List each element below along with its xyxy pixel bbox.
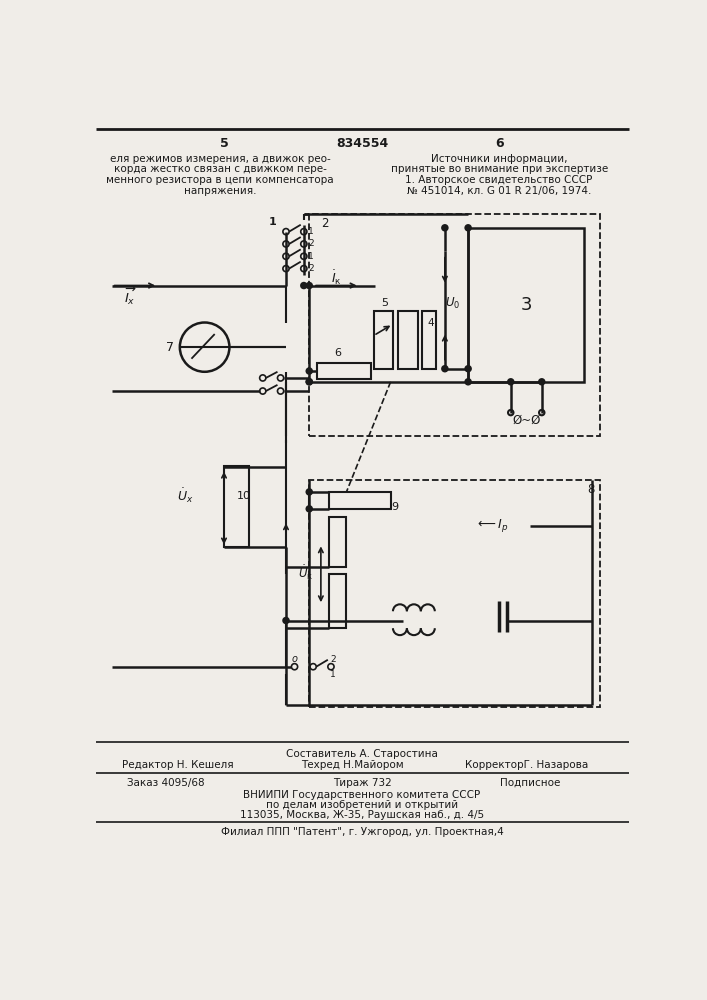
Text: 10: 10 (236, 491, 250, 501)
Circle shape (301, 283, 307, 288)
Bar (224, 466, 249, 547)
Circle shape (442, 366, 448, 371)
Text: 9: 9 (391, 502, 398, 512)
Text: № 451014, кл. G 01 R 21/06, 1974.: № 451014, кл. G 01 R 21/06, 1974. (407, 186, 591, 196)
Text: Источники информации,: Источники информации, (431, 153, 568, 163)
Text: 1: 1 (308, 227, 314, 236)
Text: 1: 1 (330, 670, 336, 679)
Text: Филиал ППП "Патент", г. Ужгород, ул. Проектная,4: Филиал ППП "Патент", г. Ужгород, ул. Про… (221, 827, 503, 837)
Bar (329, 517, 346, 567)
Circle shape (465, 379, 471, 384)
Text: корда жестко связан с движком пере-: корда жестко связан с движком пере- (114, 164, 327, 174)
Text: $\dot{U}_\text{к}$: $\dot{U}_\text{к}$ (298, 563, 313, 582)
Text: принятые во внимание при экспертизе: принятые во внимание при экспертизе (390, 164, 608, 174)
Circle shape (284, 618, 288, 623)
Text: Составитель А. Старостина: Составитель А. Старостина (286, 749, 438, 759)
Text: 2: 2 (308, 239, 314, 248)
Text: 8: 8 (587, 483, 595, 496)
Text: 1. Авторское свидетельство СССР: 1. Авторское свидетельство СССР (405, 175, 592, 185)
Text: напряжения.: напряжения. (184, 186, 257, 196)
Circle shape (508, 379, 513, 384)
Bar (309, 214, 600, 436)
Text: 2: 2 (308, 264, 314, 273)
Text: 6: 6 (495, 137, 503, 150)
Text: 834554: 834554 (336, 137, 388, 150)
Text: 5: 5 (220, 137, 228, 150)
Text: менного резистора в цепи компенсатора: менного резистора в цепи компенсатора (106, 175, 334, 185)
Bar (398, 311, 418, 369)
Circle shape (307, 283, 312, 288)
Text: $\overrightarrow{I_x}$: $\overrightarrow{I_x}$ (124, 284, 138, 307)
Circle shape (307, 379, 312, 384)
Text: Техред Н.Майором: Техред Н.Майором (300, 760, 403, 770)
Bar (468, 228, 585, 382)
Circle shape (307, 506, 312, 512)
Circle shape (307, 368, 312, 374)
Text: КорректорГ. Назарова: КорректорГ. Назарова (464, 760, 588, 770)
Text: по делам изобретений и открытий: по делам изобретений и открытий (266, 800, 458, 810)
Bar (373, 311, 393, 369)
Text: $\dot{I}_\text{к}$: $\dot{I}_\text{к}$ (331, 269, 341, 287)
Circle shape (442, 225, 448, 230)
Text: Редактор Н. Кешеля: Редактор Н. Кешеля (122, 760, 233, 770)
Text: $U_0$: $U_0$ (445, 296, 460, 311)
Circle shape (465, 225, 471, 230)
Text: 3: 3 (520, 296, 532, 314)
Text: еля режимов измерения, а движок рео-: еля режимов измерения, а движок рео- (110, 153, 330, 163)
Text: Заказ 4095/68: Заказ 4095/68 (127, 778, 205, 788)
Text: 1: 1 (308, 252, 314, 261)
Bar (421, 311, 436, 369)
Text: 113035, Москва, Ж-35, Раушская наб., д. 4/5: 113035, Москва, Ж-35, Раушская наб., д. … (240, 810, 484, 820)
Text: ВНИИПИ Государственного комитета СССР: ВНИИПИ Государственного комитета СССР (243, 790, 481, 800)
Text: 5: 5 (381, 298, 388, 308)
Bar (329, 492, 391, 509)
Text: Ø~Ø: Ø~Ø (512, 414, 540, 427)
Text: 4: 4 (428, 318, 434, 328)
Text: Подписное: Подписное (500, 778, 561, 788)
Bar (309, 480, 600, 707)
Circle shape (465, 366, 471, 371)
Text: Тираж 732: Тираж 732 (332, 778, 392, 788)
Circle shape (307, 379, 312, 384)
Circle shape (539, 379, 544, 384)
Text: 7: 7 (165, 341, 174, 354)
Text: 6: 6 (334, 348, 341, 358)
Text: 2: 2 (321, 217, 329, 230)
Text: 1: 1 (269, 217, 276, 227)
Circle shape (307, 489, 312, 495)
Text: $\dot{U}_x$: $\dot{U}_x$ (177, 486, 194, 505)
Text: 2: 2 (330, 654, 336, 664)
Bar (329, 574, 346, 628)
Text: $\mathit{o}$: $\mathit{o}$ (291, 654, 298, 664)
Bar (317, 363, 371, 379)
Text: $\longleftarrow \mathit{I}_p$: $\longleftarrow \mathit{I}_p$ (474, 517, 508, 534)
